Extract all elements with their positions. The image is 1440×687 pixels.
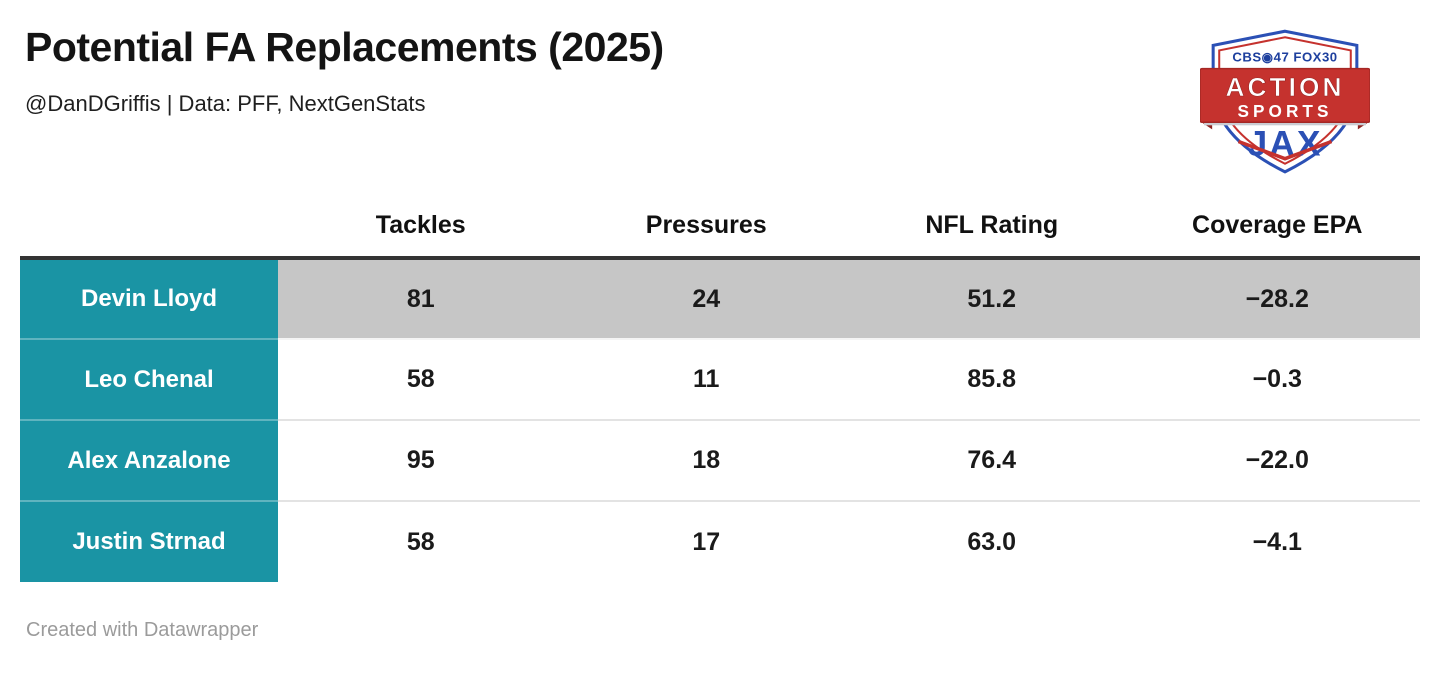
datawrapper-attribution-link[interactable]: Created with Datawrapper xyxy=(26,619,259,641)
banner-icon xyxy=(1200,67,1370,124)
stat-cell-nfl-rating: 76.4 xyxy=(849,420,1135,502)
table-row: Devin Lloyd 81 24 51.2 −28.2 xyxy=(20,258,1420,340)
stat-cell-pressures: 18 xyxy=(563,420,849,502)
chart-header: Potential FA Replacements (2025) @DanDGr… xyxy=(0,24,1440,118)
stat-cell-nfl-rating: 85.8 xyxy=(849,339,1135,421)
table-row: Leo Chenal 58 11 85.8 −0.3 xyxy=(20,339,1420,421)
table-row: Justin Strnad 58 17 63.0 −4.1 xyxy=(20,501,1420,582)
column-header-coverage-epa: Coverage EPA xyxy=(1134,170,1420,260)
stat-cell-nfl-rating: 51.2 xyxy=(849,258,1135,340)
player-name-cell: Leo Chenal xyxy=(20,339,278,421)
banner-sports-label: SPORTS xyxy=(1238,101,1333,121)
stat-cell-coverage-epa: −0.3 xyxy=(1134,339,1420,421)
stat-cell-coverage-epa: −28.2 xyxy=(1134,258,1420,340)
player-name-cell: Justin Strnad xyxy=(20,501,278,582)
stat-cell-coverage-epa: −4.1 xyxy=(1252,527,1302,556)
corner-cell xyxy=(20,170,278,260)
stat-cell-tackles: 95 xyxy=(278,420,564,502)
stats-table: Tackles Pressures NFL Rating Coverage EP… xyxy=(20,170,1420,582)
player-name-cell: Devin Lloyd xyxy=(20,258,278,340)
player-name-cell: Alex Anzalone xyxy=(20,420,278,502)
chevron-icon xyxy=(1237,139,1333,161)
stat-cell-pressures: 11 xyxy=(563,339,849,421)
column-header-pressures: Pressures xyxy=(563,170,849,260)
stat-cell-tackles: 81 xyxy=(278,258,564,340)
stat-cell-tackles: 58 xyxy=(406,527,435,556)
chart-container: Potential FA Replacements (2025) @DanDGr… xyxy=(0,24,1440,641)
stat-cell-tackles: 58 xyxy=(278,339,564,421)
page-subtitle: @DanDGriffis | Data: PFF, NextGenStats xyxy=(25,91,426,116)
stat-cell-coverage-epa: −22.0 xyxy=(1134,420,1420,502)
column-header-tackles: Tackles xyxy=(278,170,564,260)
page-title: Potential FA Replacements (2025) xyxy=(25,24,664,70)
action-sports-jax-logo: CBS◉47 FOX30 ACTION SPORTS JAX xyxy=(1200,29,1370,174)
column-header-nfl-rating: NFL Rating xyxy=(849,170,1135,260)
stat-cell-pressures: 17 xyxy=(692,527,721,556)
stat-cell-pressures: 24 xyxy=(563,258,849,340)
header-row: Tackles Pressures NFL Rating Coverage EP… xyxy=(20,170,1420,260)
table-row: Alex Anzalone 95 18 76.4 −22.0 xyxy=(20,420,1420,502)
stat-cell-nfl-rating: 63.0 xyxy=(967,527,1017,556)
station-ids-label: CBS◉47 FOX30 xyxy=(1232,50,1337,65)
banner-action-label: ACTION xyxy=(1225,72,1344,102)
